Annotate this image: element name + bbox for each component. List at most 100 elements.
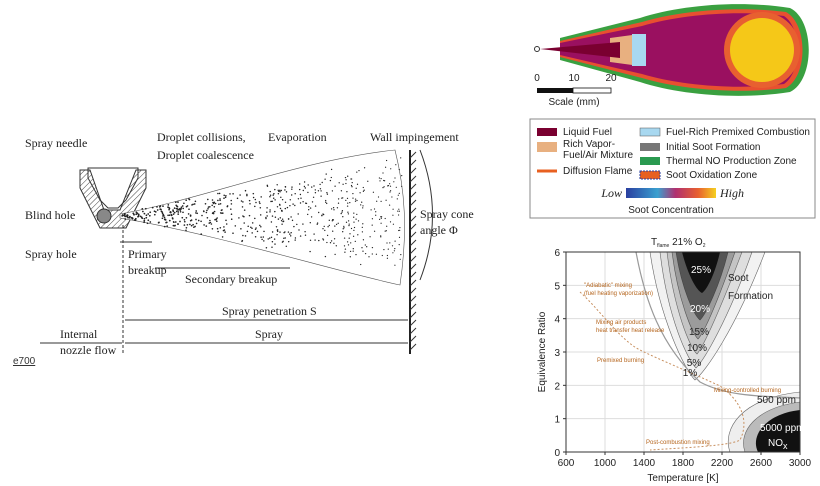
droplet — [399, 230, 400, 231]
droplet — [249, 203, 251, 205]
droplet — [191, 225, 193, 227]
label: nozzle flow — [60, 343, 117, 357]
droplet — [149, 211, 151, 213]
droplet — [363, 187, 364, 188]
label: Internal — [60, 327, 98, 341]
droplet — [294, 205, 295, 206]
annotation: "Adiabatic" mixing — [584, 283, 632, 289]
droplet — [162, 205, 164, 207]
droplet — [219, 193, 221, 195]
droplet — [351, 186, 352, 187]
droplet — [231, 218, 233, 220]
droplet — [269, 196, 270, 197]
droplet — [332, 190, 333, 191]
droplet — [326, 192, 327, 193]
droplet — [276, 234, 277, 235]
droplet — [260, 214, 262, 216]
droplet — [331, 177, 332, 178]
droplet — [192, 224, 194, 226]
droplet — [278, 218, 279, 219]
droplet — [274, 199, 275, 200]
droplet — [295, 237, 296, 238]
droplet — [266, 212, 267, 213]
droplet — [187, 224, 189, 226]
droplet — [175, 201, 177, 203]
droplet — [132, 218, 134, 220]
droplet — [222, 212, 224, 214]
droplet — [164, 216, 166, 218]
droplet — [398, 209, 399, 210]
droplet — [254, 218, 256, 220]
droplet — [145, 208, 147, 210]
droplet — [225, 197, 227, 199]
scale-tick: 20 — [605, 73, 617, 84]
droplet — [353, 230, 354, 231]
droplet — [306, 203, 307, 204]
droplet — [269, 237, 270, 238]
droplet — [310, 240, 311, 241]
droplet — [339, 182, 340, 183]
droplet — [372, 247, 373, 248]
y-tick-label: 5 — [554, 281, 560, 292]
droplet — [385, 167, 386, 168]
droplet — [352, 197, 353, 198]
droplet — [398, 230, 399, 231]
droplet — [206, 212, 208, 214]
droplet — [260, 236, 262, 238]
figure: Spray needle Blind hole Spray hole Dropl… — [0, 0, 820, 486]
droplet — [212, 228, 214, 230]
gradient-bar — [626, 188, 716, 198]
droplet — [231, 203, 233, 205]
droplet — [133, 214, 135, 216]
droplet — [310, 222, 311, 223]
droplet — [260, 226, 262, 228]
droplet — [272, 194, 273, 195]
droplet — [351, 178, 352, 179]
droplet — [138, 214, 140, 216]
droplet — [342, 231, 343, 232]
droplet — [325, 200, 326, 201]
droplet — [181, 217, 183, 219]
annotation: (fuel heating vaporization) — [584, 291, 653, 297]
droplet — [255, 199, 257, 201]
droplet — [358, 220, 359, 221]
droplet — [361, 202, 362, 203]
droplet — [255, 236, 257, 238]
droplet — [333, 209, 334, 210]
contour-label: 10% — [687, 343, 707, 354]
droplet — [221, 210, 223, 212]
droplet — [185, 199, 187, 201]
droplet — [298, 229, 299, 230]
droplet — [369, 236, 370, 237]
droplet — [355, 241, 356, 242]
droplet — [352, 182, 353, 183]
droplet — [227, 206, 229, 208]
droplet — [305, 187, 306, 188]
droplet — [167, 214, 169, 216]
droplet — [167, 204, 169, 206]
droplet — [266, 215, 267, 216]
droplet — [173, 213, 175, 215]
droplet — [235, 225, 237, 227]
soot-core — [730, 18, 794, 82]
droplet — [357, 184, 358, 185]
x-tick-label: 600 — [558, 458, 575, 469]
droplet — [400, 259, 401, 260]
x-tick-label: 3000 — [789, 458, 812, 469]
droplet — [324, 179, 325, 180]
droplet — [249, 200, 251, 202]
droplet — [284, 231, 285, 232]
droplet — [280, 208, 281, 209]
droplet — [376, 254, 377, 255]
droplet — [315, 189, 316, 190]
droplet — [206, 210, 208, 212]
droplet — [183, 202, 185, 204]
droplet — [380, 201, 381, 202]
droplet — [288, 231, 289, 232]
droplet — [263, 236, 265, 238]
droplet — [322, 182, 323, 183]
droplet — [198, 220, 200, 222]
label: Spray — [255, 327, 283, 341]
droplet — [381, 218, 382, 219]
droplet — [294, 239, 295, 240]
